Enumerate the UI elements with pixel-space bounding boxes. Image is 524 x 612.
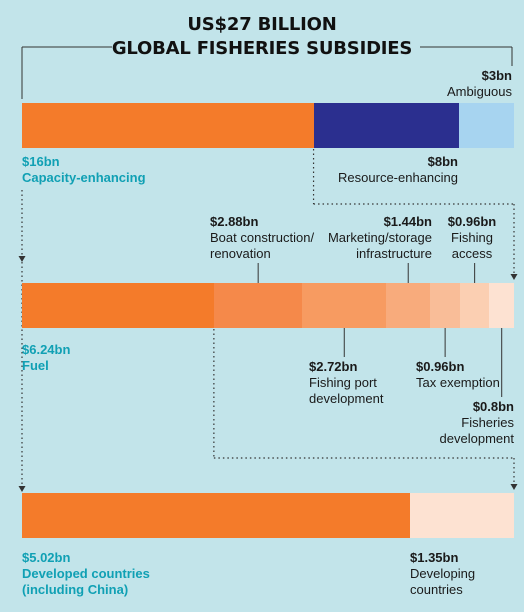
capacity-label: $16bn Capacity-enhancing xyxy=(22,154,146,186)
capacity-breakdown-segment-fuel xyxy=(22,283,215,328)
port-label: $2.72bn Fishing port development xyxy=(309,359,383,407)
capacity-name: Capacity-enhancing xyxy=(22,170,146,185)
overall-segment-ambiguous xyxy=(459,103,515,148)
boat-name-1: Boat construction/ xyxy=(210,230,315,245)
port-name-1: Fishing port xyxy=(309,375,377,390)
marketing-name-1: Marketing/storage xyxy=(327,230,432,245)
capacity-value: $16bn xyxy=(22,154,60,169)
developed-value: $5.02bn xyxy=(22,550,71,565)
fisheries-dev-name-1: Fisheries xyxy=(461,415,514,430)
capacity-breakdown-segment-fishing-access xyxy=(459,283,490,328)
chart-title-line1: US$27 BILLION xyxy=(187,14,337,35)
developing-name-1: Developing xyxy=(410,566,476,581)
tax-value: $0.96bn xyxy=(416,359,465,374)
marketing-value: $1.44bn xyxy=(383,214,432,229)
capacity-breakdown-segment-fishing-port-development xyxy=(302,283,387,328)
boat-value: $2.88bn xyxy=(210,214,259,229)
ambiguous-label: $3bn Ambiguous xyxy=(447,68,512,100)
fuel-label: $6.24bn Fuel xyxy=(22,342,70,374)
ambiguous-value: $3bn xyxy=(481,68,512,83)
boat-name-2: renovation xyxy=(210,246,271,261)
capacity-breakdown-segment-marketing-storage-infrastructure xyxy=(386,283,431,328)
resource-label: $8bn Resource-enhancing xyxy=(338,154,458,186)
developing-label: $1.35bn Developing countries xyxy=(410,550,475,598)
developed-name-1: Developed countries xyxy=(22,566,150,581)
country-breakdown-segment-developing-countries xyxy=(409,493,515,538)
fuel-value: $6.24bn xyxy=(22,342,71,357)
resource-name: Resource-enhancing xyxy=(338,170,458,185)
port-name-2: development xyxy=(309,391,384,406)
fisheries-dev-label: $0.8bn Fisheries development xyxy=(440,399,514,447)
fisheries-dev-name-2: development xyxy=(439,431,514,446)
arrow-to-row2-right xyxy=(510,274,518,280)
access-label: $0.96bn Fishing access xyxy=(440,214,504,262)
fuel-name: Fuel xyxy=(22,358,49,373)
developed-name-2: (including China) xyxy=(22,582,129,597)
capacity-breakdown-segment-tax-exemption xyxy=(430,283,461,328)
capacity-breakdown-segment-boat-construction-renovation xyxy=(213,283,303,328)
developed-label: $5.02bn Developed countries (including C… xyxy=(22,550,150,598)
developing-value: $1.35bn xyxy=(410,550,459,565)
overall-segment-capacity-enhancing xyxy=(22,103,315,148)
overall-segment-resource-enhancing xyxy=(313,103,460,148)
resource-value: $8bn xyxy=(427,154,458,169)
ambiguous-name: Ambiguous xyxy=(446,84,512,99)
access-name-2: access xyxy=(451,246,493,261)
chart-title-line2: GLOBAL FISHERIES SUBSIDIES xyxy=(111,38,413,59)
arrow-to-row3-left xyxy=(18,486,26,492)
arrow-to-row3-right xyxy=(510,484,518,490)
developing-name-2: countries xyxy=(410,582,463,597)
tax-name: Tax exemption xyxy=(416,375,500,390)
fisheries-dev-value: $0.8bn xyxy=(472,399,514,414)
capacity-breakdown-segment-fisheries-development xyxy=(489,283,515,328)
country-breakdown-segment-developed-countries-including-china xyxy=(22,493,411,538)
access-name-1: Fishing xyxy=(451,230,493,245)
marketing-label: $1.44bn Marketing/storage infrastructure xyxy=(328,214,432,262)
port-value: $2.72bn xyxy=(309,359,358,374)
arrow-to-row2-left xyxy=(18,256,26,262)
boat-label: $2.88bn Boat construction/ renovation xyxy=(210,214,314,262)
marketing-name-2: infrastructure xyxy=(356,246,432,261)
tax-label: $0.96bn Tax exemption xyxy=(416,359,500,391)
access-value: $0.96bn xyxy=(447,214,497,229)
